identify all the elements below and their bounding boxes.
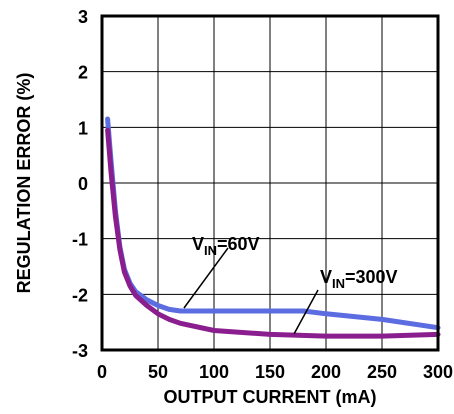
y-tick-label: 1 bbox=[78, 118, 88, 138]
annotation-60v-leader bbox=[183, 247, 229, 309]
y-tick-label: -1 bbox=[72, 230, 88, 250]
x-tick-label: 200 bbox=[311, 362, 341, 382]
x-tick-labels: 0 50 100 150 200 250 300 bbox=[97, 362, 453, 382]
series-line-0 bbox=[105, 116, 441, 331]
series-lines bbox=[105, 116, 441, 339]
x-tick-label: 100 bbox=[199, 362, 229, 382]
y-tick-label: 0 bbox=[78, 174, 88, 194]
annotation-300v: VIN=300V bbox=[320, 267, 398, 291]
y-tick-label: 3 bbox=[78, 7, 88, 27]
grid-lines bbox=[102, 16, 438, 350]
y-axis-label: REGULATION ERROR (%) bbox=[14, 73, 34, 294]
series-line-1 bbox=[105, 127, 441, 339]
y-tick-labels: -3 -2 -1 0 1 2 3 bbox=[72, 7, 88, 361]
y-tick-label: -2 bbox=[72, 285, 88, 305]
annotation-300v-leader bbox=[293, 289, 319, 335]
x-tick-label: 50 bbox=[148, 362, 168, 382]
y-tick-label: -3 bbox=[72, 341, 88, 361]
x-tick-label: 0 bbox=[97, 362, 107, 382]
x-tick-label: 150 bbox=[255, 362, 285, 382]
x-tick-label: 300 bbox=[423, 362, 453, 382]
plot-frame bbox=[100, 14, 440, 352]
x-axis-label: OUTPUT CURRENT (mA) bbox=[164, 387, 377, 407]
annotation-60v: VIN=60V bbox=[192, 234, 260, 258]
x-tick-label: 250 bbox=[367, 362, 397, 382]
y-tick-label: 2 bbox=[78, 63, 88, 83]
